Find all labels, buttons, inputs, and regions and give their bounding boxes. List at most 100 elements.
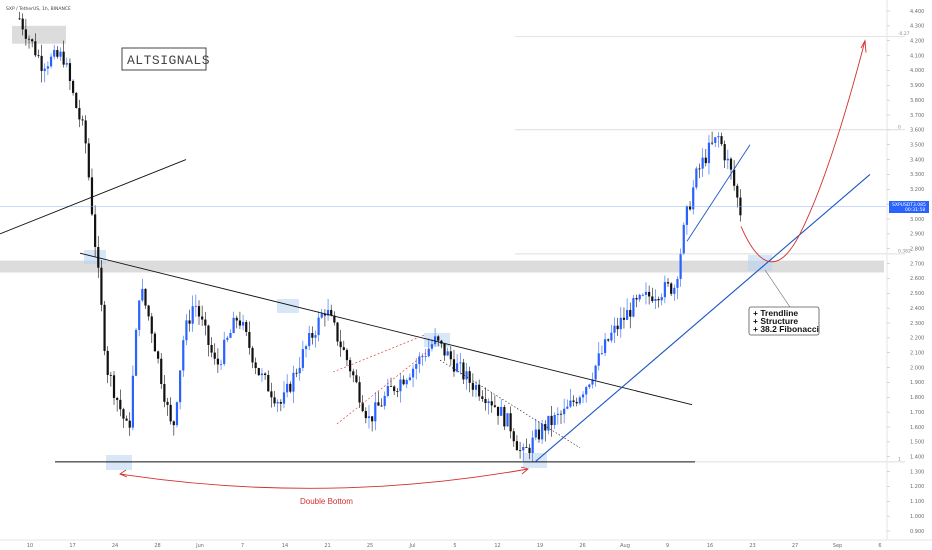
candle-body [260, 373, 264, 376]
candle-body [238, 320, 242, 326]
candle-body [692, 187, 695, 210]
candle-body [106, 350, 109, 375]
candle-body [213, 352, 216, 359]
candle-body [449, 351, 452, 360]
candle-body [660, 297, 663, 301]
candle-body [65, 63, 68, 65]
candle-body [276, 402, 279, 404]
candles-layer [18, 11, 742, 463]
candle-body [474, 384, 478, 390]
y-tick-label: 3.800 [910, 98, 924, 104]
y-tick-label: 1.200 [910, 484, 924, 490]
candle-body [421, 356, 424, 358]
candle-body [71, 80, 75, 93]
candle-body [493, 405, 496, 407]
candle-body [635, 298, 638, 300]
candle-body [610, 332, 613, 341]
top-zone [12, 25, 66, 44]
candle-body [393, 386, 396, 392]
candle-body [679, 253, 682, 279]
candle-body [657, 299, 660, 301]
candle-body [248, 332, 251, 348]
candle-body [522, 447, 525, 451]
x-tick-label: 23 [749, 543, 755, 549]
candle-body [216, 358, 219, 365]
candle-body [676, 278, 679, 288]
candle-body [430, 344, 434, 349]
candle-body [597, 353, 600, 366]
descending-trendline [79, 252, 693, 406]
x-tick-label: 16 [707, 543, 713, 549]
candle-body [603, 339, 607, 354]
double-bottom-arc [119, 468, 529, 489]
candle-body [377, 402, 380, 406]
candle-body [389, 386, 393, 387]
candle-body [594, 365, 597, 380]
candle-body [308, 333, 311, 347]
candle-body [339, 341, 342, 348]
channel-upper [332, 334, 426, 373]
x-tick-label: Sep [833, 543, 842, 549]
candle-body [201, 316, 204, 320]
candle-body [710, 142, 714, 144]
candle-body [396, 391, 399, 392]
y-tick-label: 1.600 [910, 425, 924, 431]
candle-body [27, 38, 31, 40]
y-tick-label: 4.000 [910, 68, 924, 74]
candle-body [150, 316, 153, 334]
candle-body [59, 51, 62, 57]
y-tick-label: 2.800 [910, 247, 924, 253]
candle-body [352, 371, 355, 376]
candle-body [556, 413, 559, 415]
candle-body [632, 298, 635, 317]
candle-body [418, 356, 421, 365]
candle-body [371, 416, 374, 422]
touch-highlight [277, 299, 299, 313]
candle-body [24, 29, 27, 39]
candle-body [226, 337, 229, 340]
candle-body [736, 185, 739, 198]
y-tick-label: 2.300 [910, 321, 924, 327]
y-tick-label: 3.000 [910, 217, 924, 223]
candle-body [21, 18, 24, 30]
touch-highlight [748, 255, 772, 271]
candle-body [484, 398, 487, 404]
candle-body [443, 343, 446, 356]
candle-body [682, 224, 685, 254]
candle-body [563, 408, 566, 415]
candle-body [402, 379, 405, 385]
candle-body [714, 137, 717, 143]
candle-body [279, 402, 282, 404]
candle-body [289, 383, 292, 392]
candle-body [81, 119, 84, 121]
candle-body [160, 358, 163, 384]
x-tick-label: 17 [69, 543, 75, 549]
candle-body [219, 363, 223, 365]
candle-body [478, 384, 481, 397]
candle-body [122, 409, 125, 419]
candle-body [282, 392, 286, 404]
candle-body [125, 418, 128, 421]
candle-body [241, 322, 245, 326]
candle-body [651, 296, 654, 302]
candle-body [182, 340, 185, 371]
x-tick-label: 19 [537, 543, 543, 549]
candle-body [726, 158, 729, 161]
brand-box: ALTSIGNALS [121, 47, 210, 71]
candle-body [575, 401, 578, 404]
candle-body [729, 158, 733, 170]
candle-body [415, 364, 418, 369]
candle-body [257, 368, 260, 376]
candle-body [644, 291, 648, 295]
price-tag: SXPUSDT 3.085 00:31:58 [889, 201, 929, 213]
candle-body [433, 336, 437, 345]
price-tag-value: 3.085 [913, 202, 926, 208]
candle-body [670, 283, 673, 294]
candle-body [210, 344, 213, 353]
candle-body [333, 315, 336, 323]
candle-body [43, 68, 46, 71]
fib-label: 1 [898, 456, 901, 462]
x-tick-label: 12 [494, 543, 500, 549]
candle-body [330, 309, 333, 316]
